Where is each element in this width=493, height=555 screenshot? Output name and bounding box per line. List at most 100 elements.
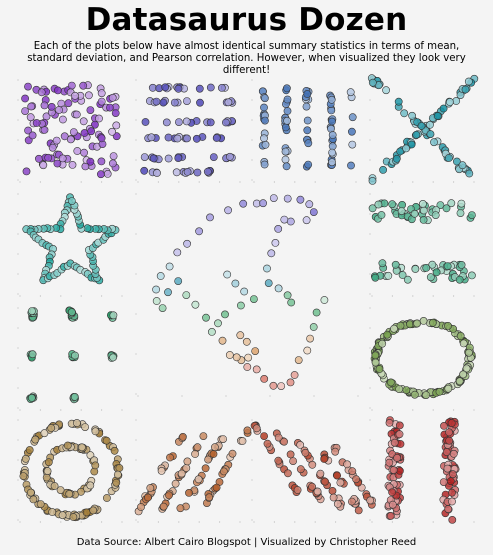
data-point <box>42 473 51 482</box>
x-tick <box>355 521 357 523</box>
data-point <box>290 371 299 379</box>
y-tick <box>17 233 19 235</box>
data-point <box>422 263 431 272</box>
x-tick <box>432 409 434 411</box>
data-point <box>378 339 387 348</box>
data-point <box>59 115 67 124</box>
data-point <box>269 381 278 390</box>
data-point <box>286 450 295 459</box>
data-point <box>97 170 105 179</box>
data-point <box>260 374 269 383</box>
x-tick <box>101 521 103 523</box>
data-point <box>48 508 57 516</box>
data-point <box>260 103 268 112</box>
y-tick <box>369 119 371 121</box>
data-point <box>199 432 208 440</box>
data-point <box>140 166 149 175</box>
data-point <box>137 503 145 511</box>
data-point <box>446 477 455 486</box>
subtitle-line-2: standard deviation, and Pearson correlat… <box>27 53 466 76</box>
y-tick <box>17 293 19 295</box>
data-point <box>368 204 377 213</box>
data-point <box>73 419 81 427</box>
data-point <box>449 449 458 458</box>
x-tick <box>432 181 434 183</box>
data-point <box>301 448 310 457</box>
data-point <box>388 488 396 497</box>
data-point <box>455 275 464 284</box>
data-point <box>309 323 318 331</box>
data-point <box>224 206 232 215</box>
y-tick <box>369 367 371 369</box>
data-point <box>435 387 444 396</box>
scatter-panel-dots <box>17 306 123 411</box>
data-point <box>281 147 290 156</box>
x-tick <box>181 395 183 397</box>
data-point <box>164 154 173 163</box>
data-point <box>303 346 312 355</box>
data-point <box>281 123 290 132</box>
data-point <box>418 199 427 208</box>
data-point <box>44 153 53 162</box>
data-point <box>346 88 355 97</box>
data-point <box>371 273 380 282</box>
x-tick <box>121 181 123 183</box>
data-point <box>82 508 91 517</box>
y-tick <box>369 499 371 501</box>
y-tick <box>135 273 137 275</box>
y-tick <box>251 439 253 441</box>
data-point <box>407 140 416 149</box>
y-tick <box>17 367 19 369</box>
data-point <box>47 424 56 432</box>
data-point <box>444 384 453 393</box>
data-point <box>206 213 214 222</box>
data-point <box>172 168 181 177</box>
data-point <box>108 127 116 136</box>
data-point <box>445 428 453 437</box>
y-tick <box>135 479 137 481</box>
data-point <box>274 456 283 465</box>
data-point <box>25 446 34 454</box>
data-point <box>283 291 292 300</box>
data-point <box>231 279 240 288</box>
data-point <box>343 460 351 469</box>
data-point <box>54 86 62 95</box>
data-point <box>243 363 252 371</box>
data-point <box>206 83 215 92</box>
data-point <box>156 272 165 280</box>
data-point <box>271 238 280 247</box>
data-point <box>388 500 397 509</box>
y-tick <box>251 419 253 421</box>
data-point <box>388 200 397 209</box>
data-point <box>402 386 411 394</box>
data-point <box>86 157 95 166</box>
data-point <box>385 418 394 427</box>
data-point <box>232 353 241 362</box>
data-point <box>251 347 260 355</box>
x-tick <box>157 521 159 523</box>
data-point <box>65 489 74 498</box>
data-point <box>85 91 93 100</box>
data-point <box>95 114 103 123</box>
data-point <box>159 502 168 511</box>
data-point <box>467 271 476 280</box>
data-point <box>411 265 420 273</box>
data-point <box>165 491 173 500</box>
x-tick <box>60 409 62 411</box>
data-point <box>21 107 29 115</box>
data-point <box>267 249 276 258</box>
data-point <box>219 467 228 476</box>
data-point <box>40 429 49 438</box>
x-tick <box>253 521 255 523</box>
y-tick <box>135 119 137 121</box>
y-tick <box>251 499 253 501</box>
data-point <box>228 449 237 458</box>
scatter-panel-bullseye <box>17 419 124 523</box>
y-tick <box>135 313 137 315</box>
data-point <box>394 97 403 106</box>
data-point <box>400 109 409 118</box>
x-tick <box>453 409 455 411</box>
data-point <box>108 93 117 102</box>
data-point <box>391 260 400 269</box>
data-point <box>149 154 158 163</box>
